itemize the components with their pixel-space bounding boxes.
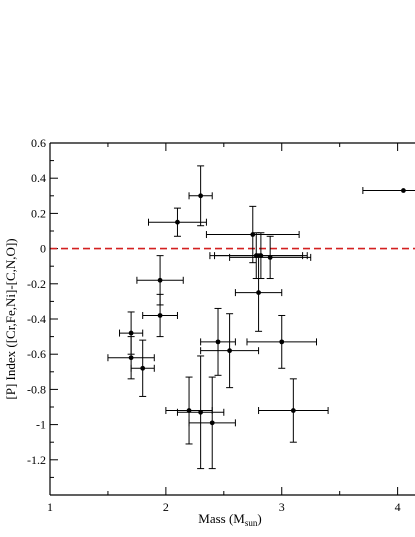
point-marker bbox=[157, 277, 163, 283]
point-marker bbox=[198, 409, 204, 415]
point-marker bbox=[256, 290, 261, 295]
point-marker bbox=[175, 219, 180, 225]
y-tick-label: -0.8 bbox=[27, 382, 46, 396]
point-marker bbox=[267, 255, 273, 260]
y-tick-label: -0.2 bbox=[27, 277, 46, 291]
point-marker bbox=[157, 313, 163, 318]
data-point bbox=[107, 336, 155, 380]
x-axis-label: Mass (Msun) bbox=[198, 511, 261, 528]
data-point bbox=[176, 355, 225, 470]
point-marker bbox=[128, 330, 134, 336]
plot-frame bbox=[49, 142, 415, 496]
y-tick-label: 0 bbox=[40, 242, 46, 256]
data-point bbox=[165, 376, 213, 445]
data-point bbox=[229, 235, 312, 280]
x-tick-label: 2 bbox=[163, 500, 169, 514]
y-tick-label: -0.6 bbox=[27, 347, 46, 361]
point-marker bbox=[186, 408, 192, 413]
data-point bbox=[188, 165, 213, 227]
y-tick-label: -1 bbox=[36, 418, 46, 432]
point-marker bbox=[279, 339, 285, 345]
point-marker bbox=[128, 355, 134, 361]
point-marker bbox=[290, 408, 296, 413]
data-point bbox=[214, 232, 308, 280]
point-marker bbox=[401, 188, 406, 193]
point-marker bbox=[227, 348, 233, 354]
data-points-layer bbox=[107, 165, 415, 470]
data-point bbox=[142, 293, 178, 338]
point-marker bbox=[209, 420, 215, 426]
tick-layer: 1 2 3 4 -1.2 -1 -0.8 -0.6 -0.4 -0.2 0 0.2 0.4 0.6 bbox=[27, 136, 401, 514]
point-marker bbox=[215, 339, 221, 345]
data-point bbox=[258, 378, 329, 443]
data-point bbox=[130, 339, 155, 397]
y-tick-label: -1.2 bbox=[27, 453, 46, 467]
y-tick-label: -0.4 bbox=[27, 312, 46, 326]
x-tick-label: 4 bbox=[395, 500, 401, 514]
data-point bbox=[200, 307, 236, 376]
data-point bbox=[147, 207, 207, 237]
data-point bbox=[205, 205, 300, 264]
x-axis-label-close: ) bbox=[257, 511, 261, 526]
data-point bbox=[246, 314, 318, 369]
point-marker bbox=[140, 365, 146, 371]
x-axis-label-sub: sun bbox=[245, 518, 258, 528]
y-tick-label: 0.4 bbox=[31, 171, 46, 185]
x-axis-label-main: Mass (M bbox=[198, 511, 245, 526]
point-marker bbox=[250, 232, 256, 237]
data-point bbox=[234, 253, 283, 332]
data-point bbox=[200, 313, 260, 389]
data-point bbox=[188, 376, 236, 470]
x-tick-label: 3 bbox=[279, 500, 285, 514]
y-tick-label: 0.6 bbox=[31, 136, 46, 150]
y-axis-label: [P] Index ([Cr,Fe,Ni]-[C,N,O]) bbox=[3, 238, 18, 399]
y-tick-label: 0.2 bbox=[31, 206, 46, 220]
x-tick-label: 1 bbox=[47, 500, 53, 514]
data-point bbox=[362, 187, 415, 195]
point-marker bbox=[198, 193, 204, 199]
point-marker bbox=[258, 253, 264, 259]
